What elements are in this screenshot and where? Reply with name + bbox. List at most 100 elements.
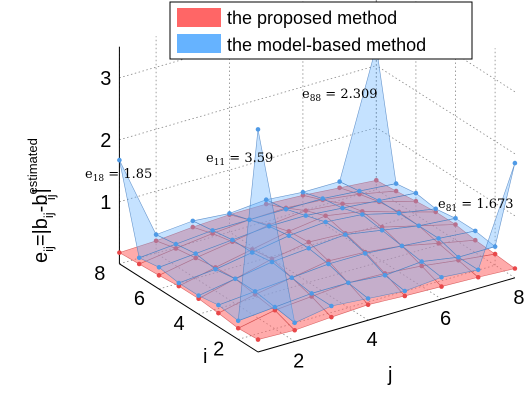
proposed-point	[365, 302, 371, 308]
z-label-main: e	[30, 252, 52, 263]
proposed-point	[156, 273, 162, 278]
model-point	[492, 244, 498, 249]
proposed-point	[117, 250, 122, 255]
model-point	[255, 127, 261, 132]
model-point	[235, 318, 241, 324]
model-point	[136, 255, 142, 261]
model-point	[289, 275, 295, 281]
z-label-sup: estimated	[25, 138, 40, 194]
y-tick-label: 4	[173, 313, 184, 335]
grid-line	[376, 127, 516, 217]
model-point	[233, 276, 238, 282]
y-tick-label: 2	[213, 338, 224, 360]
model-point	[249, 250, 255, 255]
proposed-point	[453, 222, 458, 227]
proposed-point	[136, 261, 142, 267]
x-tick-label: 2	[293, 350, 304, 372]
proposed-point	[393, 188, 399, 194]
y-tick-label: 6	[134, 288, 145, 310]
model-point	[247, 217, 252, 223]
model-point	[263, 197, 269, 202]
peak-annotation: e18 = 1.85	[85, 167, 152, 184]
proposed-point	[292, 327, 298, 333]
proposed-point	[323, 213, 328, 219]
x-tick-label: 4	[367, 329, 378, 351]
legend-swatch-proposed	[177, 8, 221, 27]
axis-ticks: 2 4 6 8 2 4 6 8 1 2 3	[94, 68, 524, 373]
grid-line	[119, 3, 377, 79]
legend: the proposed method the model-based meth…	[169, 1, 473, 60]
model-point	[402, 288, 408, 294]
model-point	[419, 259, 425, 264]
proposed-point	[173, 246, 179, 251]
proposed-point	[306, 239, 312, 245]
proposed-point	[329, 314, 334, 320]
model-point	[413, 190, 419, 196]
model-point	[303, 213, 309, 218]
annotations: e18 = 1.85 e11 = 3.59 e88 = 2.309 e81 = 1.6…	[85, 87, 514, 214]
y-tick-label: 8	[94, 263, 105, 285]
model-point	[230, 237, 235, 243]
model-point	[393, 181, 399, 186]
x-tick-label: 8	[513, 287, 524, 309]
model-facet	[339, 46, 397, 192]
model-based-method-surface	[117, 44, 518, 326]
y-axis-label: i	[203, 346, 207, 368]
z-label-mid: =|b	[30, 218, 52, 246]
j-axis-line	[257, 277, 516, 353]
model-point	[439, 275, 444, 280]
model-point	[340, 205, 345, 211]
model-point	[300, 189, 306, 195]
model-point	[272, 304, 278, 310]
z-label-dash: -b	[30, 195, 52, 213]
model-point	[357, 188, 362, 194]
proposed-point	[439, 284, 444, 289]
proposed-point	[402, 293, 408, 299]
proposed-point	[340, 201, 345, 207]
model-point	[512, 160, 518, 166]
x-tick-label: 6	[440, 308, 451, 330]
proposed-point	[419, 263, 425, 269]
z-label-sub3: ij	[43, 194, 58, 200]
model-point	[193, 251, 198, 256]
model-point	[475, 267, 481, 273]
peak-annotation: e81 = 1.673	[438, 197, 514, 214]
model-point	[153, 232, 159, 237]
model-point	[306, 246, 312, 251]
proposed-point	[193, 255, 198, 261]
proposed-point	[337, 185, 342, 191]
model-point	[376, 198, 382, 203]
model-point	[252, 289, 258, 294]
model-point	[379, 227, 385, 233]
model-point	[286, 233, 292, 238]
model-point	[329, 303, 334, 309]
x-axis-label: j	[387, 364, 392, 386]
model-point	[473, 228, 478, 234]
model-point	[156, 265, 162, 270]
model-point	[436, 236, 441, 241]
model-point	[213, 267, 218, 272]
proposed-point	[512, 266, 518, 271]
proposed-point	[475, 274, 481, 280]
model-point	[283, 206, 289, 212]
model-point	[210, 228, 215, 233]
model-point	[173, 241, 179, 247]
model-point	[190, 218, 196, 224]
proposed-point	[235, 325, 241, 331]
z-axis-label: eij=|bij-bestimatedij|	[25, 138, 58, 263]
model-point	[196, 293, 201, 298]
model-point	[399, 243, 405, 249]
model-point	[453, 216, 458, 221]
proposed-point	[255, 337, 261, 342]
proposed-point	[286, 229, 292, 234]
proposed-point	[153, 238, 159, 244]
peak-annotation: e11 = 3.59	[206, 151, 273, 168]
peak-annotation: e88 = 2.309	[302, 87, 378, 104]
legend-label-model: the model-based method	[227, 35, 426, 55]
i-axis-line	[119, 263, 259, 353]
model-point	[346, 280, 351, 286]
model-point	[266, 223, 272, 229]
model-point	[292, 320, 298, 326]
proposed-point	[190, 224, 196, 230]
